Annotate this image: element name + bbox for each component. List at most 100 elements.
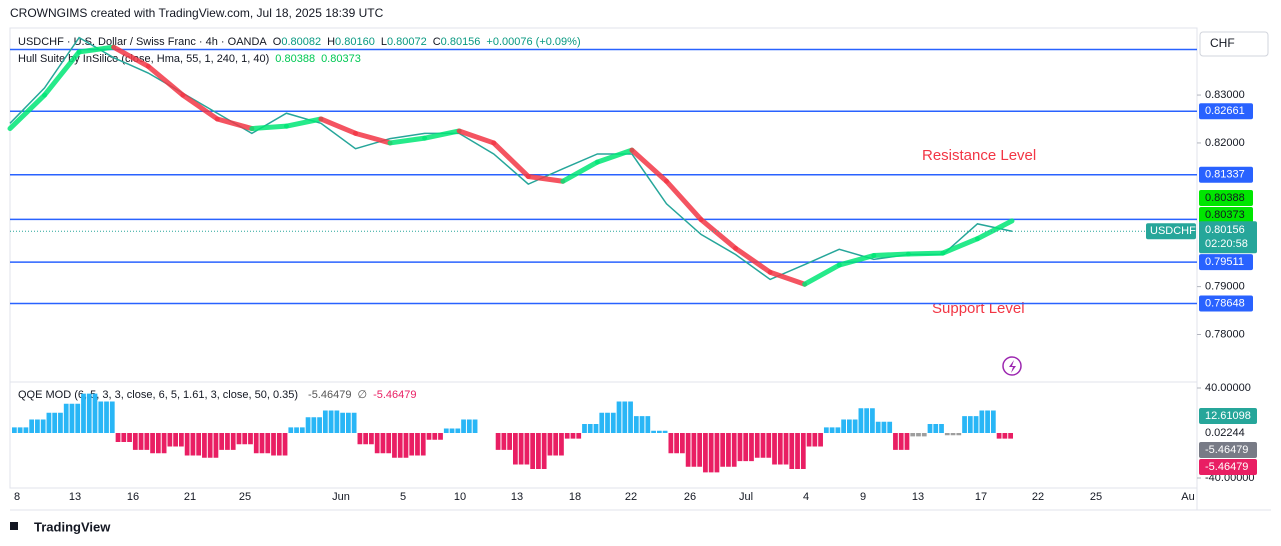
alert-bolt[interactable] — [1009, 360, 1016, 373]
level-label: 0.78648 — [1205, 297, 1245, 309]
qqe-bar — [443, 428, 449, 433]
hull-segment — [214, 116, 255, 132]
qqe-bar — [242, 433, 248, 445]
currency-button[interactable] — [1199, 31, 1269, 57]
qqe-bar — [299, 427, 305, 433]
qqe-bar — [219, 433, 225, 450]
qqe-bar — [317, 417, 322, 433]
qqe-bar — [726, 433, 731, 467]
qqe-bar — [559, 433, 564, 456]
symbol-box — [1146, 223, 1196, 240]
qqe-bar — [328, 410, 334, 433]
hull-segment — [387, 135, 428, 146]
x-tick-label: 10 — [454, 491, 466, 503]
qqe-bar — [685, 433, 691, 467]
qqe-bar — [812, 433, 818, 447]
qqe-bar — [363, 433, 369, 445]
qqe-bar — [754, 433, 760, 458]
qqe-bar — [392, 433, 397, 458]
qqe-bar — [662, 430, 668, 433]
qqe-bar — [967, 416, 973, 433]
qqe-bar — [432, 433, 438, 440]
qqe-bar — [576, 433, 582, 439]
hull-segment — [111, 44, 151, 69]
change: +0.00076 (+0.09%) — [486, 36, 580, 48]
qqe-bar — [259, 433, 265, 454]
qqe-bar — [628, 401, 633, 433]
qqe-bar — [380, 433, 386, 454]
qqe-bar — [582, 424, 587, 433]
qqe-box — [1199, 408, 1257, 424]
qqe-bar — [17, 427, 23, 433]
price-label: 0.80156 — [1205, 224, 1245, 236]
qqe-bar — [524, 433, 530, 465]
qqe-bar — [708, 433, 714, 473]
qqe-bar — [167, 433, 173, 447]
qqe-bar — [426, 433, 432, 440]
x-tick-label: 5 — [400, 491, 406, 503]
hull-title: Hull Suite by InSilico (close, Hma, 55, … — [18, 53, 269, 65]
ohlc-label: O — [273, 36, 282, 48]
y-tick-label: 0.79000 — [1205, 281, 1245, 293]
hull-segment — [663, 178, 704, 223]
currency[interactable]: CHF — [1210, 36, 1235, 50]
qqe-bar — [207, 433, 213, 458]
qqe-box — [1199, 442, 1257, 458]
qqe-bar — [870, 408, 875, 433]
x-tick-label: 17 — [975, 491, 987, 503]
qqe-bar — [541, 433, 547, 469]
qqe-bar — [933, 424, 939, 433]
qqe-bar — [518, 433, 524, 465]
hull-segment — [836, 252, 877, 268]
qqe-box-label: -5.46479 — [1205, 444, 1248, 456]
qqe-bar — [599, 412, 605, 433]
qqe-bar — [553, 433, 559, 456]
x-tick-label: 26 — [684, 491, 696, 503]
qqe-bar — [697, 433, 703, 467]
x-tick-label: 22 — [1032, 491, 1044, 503]
qqe-title: QQE MOD (6, 5, 3, 3, close, 6, 5, 1.61, … — [18, 389, 298, 401]
hull-segment — [560, 159, 600, 184]
ohlc-value: 0.80160 — [335, 36, 375, 48]
qqe-bar — [294, 427, 299, 433]
qqe-bar — [950, 433, 956, 436]
symbol-line: USDCHF · U.S. Dollar / Swiss Franc · 4h … — [18, 36, 581, 48]
qqe-bar — [668, 433, 674, 454]
x-tick-label: 13 — [69, 491, 81, 503]
level-label: 0.79511 — [1205, 256, 1244, 268]
qqe-bar — [138, 433, 144, 450]
qqe-bar — [927, 424, 933, 433]
qqe-bar — [225, 433, 230, 450]
qqe-bar — [184, 433, 190, 456]
level-box — [1199, 254, 1253, 271]
x-tick-label: 22 — [625, 491, 637, 503]
qqe-bar — [536, 433, 541, 469]
qqe-bar — [766, 433, 772, 458]
x-tick-label: 21 — [184, 491, 196, 503]
qqe-bar — [587, 424, 593, 433]
qqe-bar — [789, 433, 795, 469]
qqe-bar — [248, 433, 253, 445]
hull-segment — [940, 236, 980, 256]
qqe-bar — [881, 421, 887, 433]
qqe-bar — [461, 419, 466, 433]
qqe-bar — [253, 433, 259, 454]
qqe-bar — [104, 401, 109, 433]
qqe-bar — [340, 412, 345, 433]
qqe-bar — [904, 433, 910, 450]
level-box — [1199, 295, 1253, 312]
qqe-bar — [311, 417, 317, 433]
qqe-bar — [81, 393, 86, 433]
qqe-bar — [547, 433, 553, 456]
hull-segment — [318, 116, 359, 136]
alert-icon[interactable] — [1002, 356, 1022, 376]
qqe-bar — [680, 433, 685, 454]
x-tick-label: 9 — [860, 491, 866, 503]
hull-segment — [422, 128, 462, 141]
qqe-bar — [760, 433, 766, 458]
qqe-bar — [835, 427, 841, 433]
hull-segment — [283, 116, 324, 129]
qqe-bar — [35, 419, 40, 433]
level-label: 0.82661 — [1205, 105, 1245, 117]
